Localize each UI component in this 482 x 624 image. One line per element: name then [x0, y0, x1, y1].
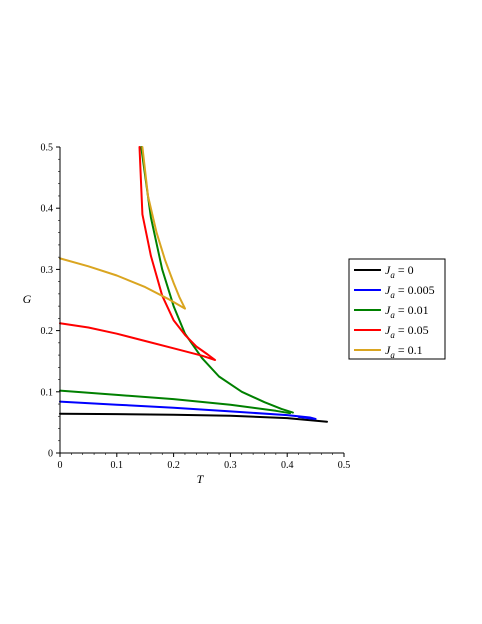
- y-tick-label: 0: [48, 449, 53, 460]
- series-line-3: [59, 146, 217, 361]
- y-axis-title: G: [23, 292, 32, 306]
- series-line-1: [59, 400, 317, 420]
- legend-subscript: a: [390, 270, 395, 280]
- y-tick-label: 0.4: [41, 204, 54, 215]
- legend-entry-label: Ja = 0.01: [385, 303, 429, 320]
- axes: T G 0 0.1 0.2 0.3 0.4 0.5 0 0.1 0.2 0.3 0.4 0.5: [23, 143, 351, 487]
- plot-area: [59, 146, 328, 423]
- legend-entry-label: Ja = 0.1: [385, 343, 423, 360]
- y-tick-label: 0.3: [41, 265, 54, 276]
- x-tick-label: 0.5: [338, 460, 351, 471]
- legend-symbol: J: [385, 303, 391, 317]
- series-line-4: [59, 146, 186, 310]
- series-line-0: [59, 412, 328, 423]
- legend-value: = 0.1: [395, 343, 423, 357]
- x-tick-label: 0: [58, 460, 63, 471]
- x-tick-label: 0.2: [167, 460, 180, 471]
- legend-symbol: J: [385, 323, 391, 337]
- series-line-2: [59, 389, 291, 415]
- legend-subscript: a: [390, 290, 395, 300]
- series-line-2: [140, 146, 294, 414]
- legend-subscript: a: [390, 310, 395, 320]
- legend-symbol: J: [385, 343, 391, 357]
- legend-entry-label: Ja = 0: [385, 263, 414, 280]
- legend-entry-label: Ja = 0.05: [385, 323, 429, 340]
- x-tick-label: 0.3: [224, 460, 237, 471]
- legend-value: = 0.05: [395, 323, 429, 337]
- legend-symbol: J: [385, 263, 391, 277]
- legend-value: = 0.005: [395, 283, 435, 297]
- x-tick-label: 0.1: [111, 460, 124, 471]
- legend-subscript: a: [390, 350, 395, 360]
- y-tick-label: 0.2: [41, 326, 54, 337]
- legend-symbol: J: [385, 283, 391, 297]
- legend-value: = 0.01: [395, 303, 429, 317]
- legend-entry-label: Ja = 0.005: [385, 283, 435, 300]
- y-tick-label: 0.5: [41, 143, 54, 154]
- legend-subscript: a: [390, 330, 395, 340]
- y-tick-label: 0.1: [41, 387, 54, 398]
- legend-value: = 0: [395, 263, 414, 277]
- x-axis-title: T: [197, 472, 205, 486]
- x-tick-label: 0.4: [281, 460, 294, 471]
